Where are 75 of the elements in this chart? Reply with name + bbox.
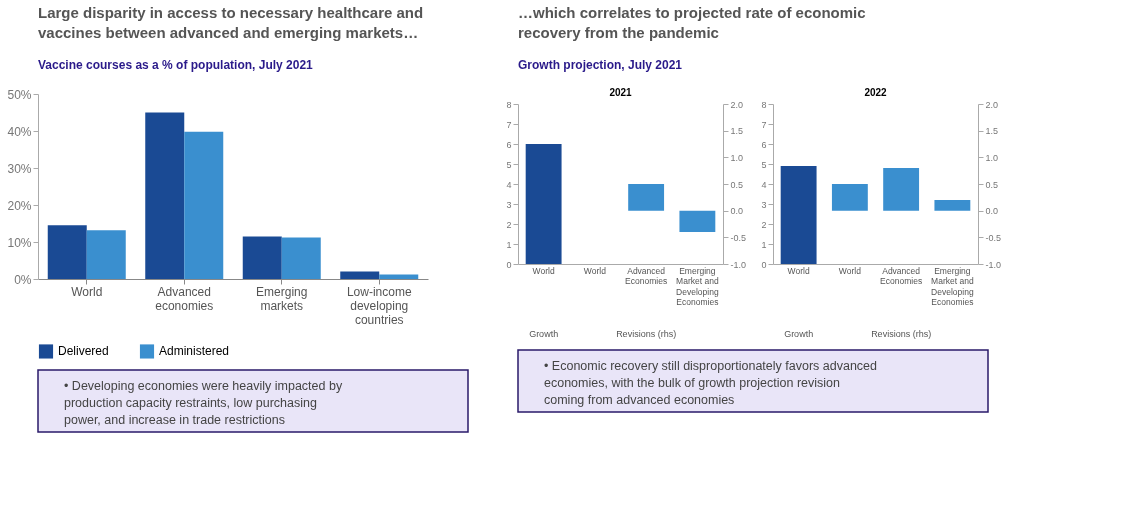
- chart-title: 2021: [609, 87, 633, 98]
- y2-tick-label: 0.0: [985, 206, 999, 217]
- chart-subtitle: Vaccine courses as a % of population, July 2021: [38, 58, 314, 72]
- y2-tick-label: 2.0: [985, 99, 999, 110]
- y-tick-label: 10%: [7, 235, 32, 250]
- bar: [831, 184, 868, 211]
- y-tick-label: 7: [506, 119, 512, 130]
- y-tick-label: 3: [761, 199, 767, 210]
- bar: [145, 112, 185, 279]
- y-tick-label: 50%: [7, 87, 32, 102]
- text: • Developing economies were heavily impacted by production capacity restraints, low purchasing power, and increase in trade restrictions: [64, 379, 343, 427]
- bar: [184, 131, 224, 279]
- y2-tick-label: 0.5: [730, 179, 744, 190]
- legend-label: Delivered: [58, 344, 109, 359]
- x-tick-label: World: [583, 265, 607, 276]
- y2-tick-label: 1.0: [985, 152, 999, 163]
- y2-tick-label: 2.0: [730, 99, 744, 110]
- text: Growth: [784, 329, 814, 339]
- bar: [883, 168, 920, 211]
- x-tick-label: Advanced economies: [155, 284, 214, 313]
- bar: [281, 237, 321, 279]
- bar: [379, 274, 419, 279]
- legend-label: Administered: [159, 344, 230, 359]
- text: …which correlates to projected rate of economic recovery from the pandemic: [518, 4, 866, 41]
- y-tick-label: 8: [506, 99, 512, 110]
- y2-tick-label: 1.5: [985, 126, 999, 137]
- y-tick-label: 7: [761, 119, 767, 130]
- y-tick-label: 6: [761, 139, 767, 150]
- y2-tick-label: 0.5: [985, 179, 999, 190]
- y-tick-label: 2: [761, 219, 767, 230]
- y-tick-label: 4: [506, 179, 512, 190]
- text: Growth projection, July 2021: [518, 58, 683, 72]
- y-tick-label: 0%: [14, 272, 32, 287]
- text: Revisions (rhs): [871, 329, 932, 339]
- y-tick-label: 2: [506, 219, 512, 230]
- x-tick-label: World: [71, 284, 103, 299]
- y-tick-label: 3: [506, 199, 512, 210]
- x-tick-label: Emerging Market and Developing Economies: [931, 265, 974, 307]
- y2-tick-label: 1.0: [730, 152, 744, 163]
- x-tick-label: Advanced Economies: [625, 265, 668, 286]
- bar: [86, 230, 126, 279]
- x-tick-label: World: [787, 265, 810, 276]
- y-tick-label: 1: [761, 239, 767, 250]
- y-tick-label: 1: [506, 239, 512, 250]
- y2-tick-label: -0.5: [985, 232, 1002, 243]
- text: Revisions (rhs): [616, 329, 677, 339]
- text: Growth: [529, 329, 559, 339]
- y-tick-label: 6: [506, 139, 512, 150]
- y-tick-label: 0: [761, 259, 767, 270]
- y2-tick-label: 0.0: [730, 206, 744, 217]
- y-tick-label: 0: [506, 259, 512, 270]
- y2-tick-label: -1.0: [985, 259, 1002, 270]
- x-tick-label: Emerging Market and Developing Economies: [676, 265, 719, 307]
- x-tick-label: World: [532, 265, 555, 276]
- x-tick-label: Advanced Economies: [880, 265, 923, 286]
- y-tick-label: 30%: [7, 161, 32, 176]
- y2-tick-label: 1.5: [730, 126, 744, 137]
- x-tick-label: Emerging markets: [256, 284, 308, 313]
- y-tick-label: 20%: [7, 198, 32, 213]
- y2-tick-label: -1.0: [730, 259, 747, 270]
- y-tick-label: 5: [761, 159, 767, 170]
- x-tick-label: Low-income developing countries: [346, 284, 412, 327]
- bar: [242, 236, 282, 279]
- y-tick-label: 4: [761, 179, 767, 190]
- y-tick-label: 5: [506, 159, 512, 170]
- y-tick-label: 40%: [7, 124, 32, 139]
- y-tick-label: 8: [761, 99, 767, 110]
- bar: [340, 271, 380, 279]
- x-tick-label: World: [838, 265, 862, 276]
- bar: [47, 225, 87, 279]
- text: • Economic recovery still disproportionately favors advanced economies, with the bulk of growth projection revision coming from advanced economies: [544, 359, 878, 407]
- bar: [934, 200, 971, 211]
- chart-title: Large disparity in access to necessary healthcare and vaccines between advanced and emerging markets…: [38, 4, 424, 41]
- chart-title: 2022: [864, 87, 888, 98]
- y2-tick-label: -0.5: [730, 232, 747, 243]
